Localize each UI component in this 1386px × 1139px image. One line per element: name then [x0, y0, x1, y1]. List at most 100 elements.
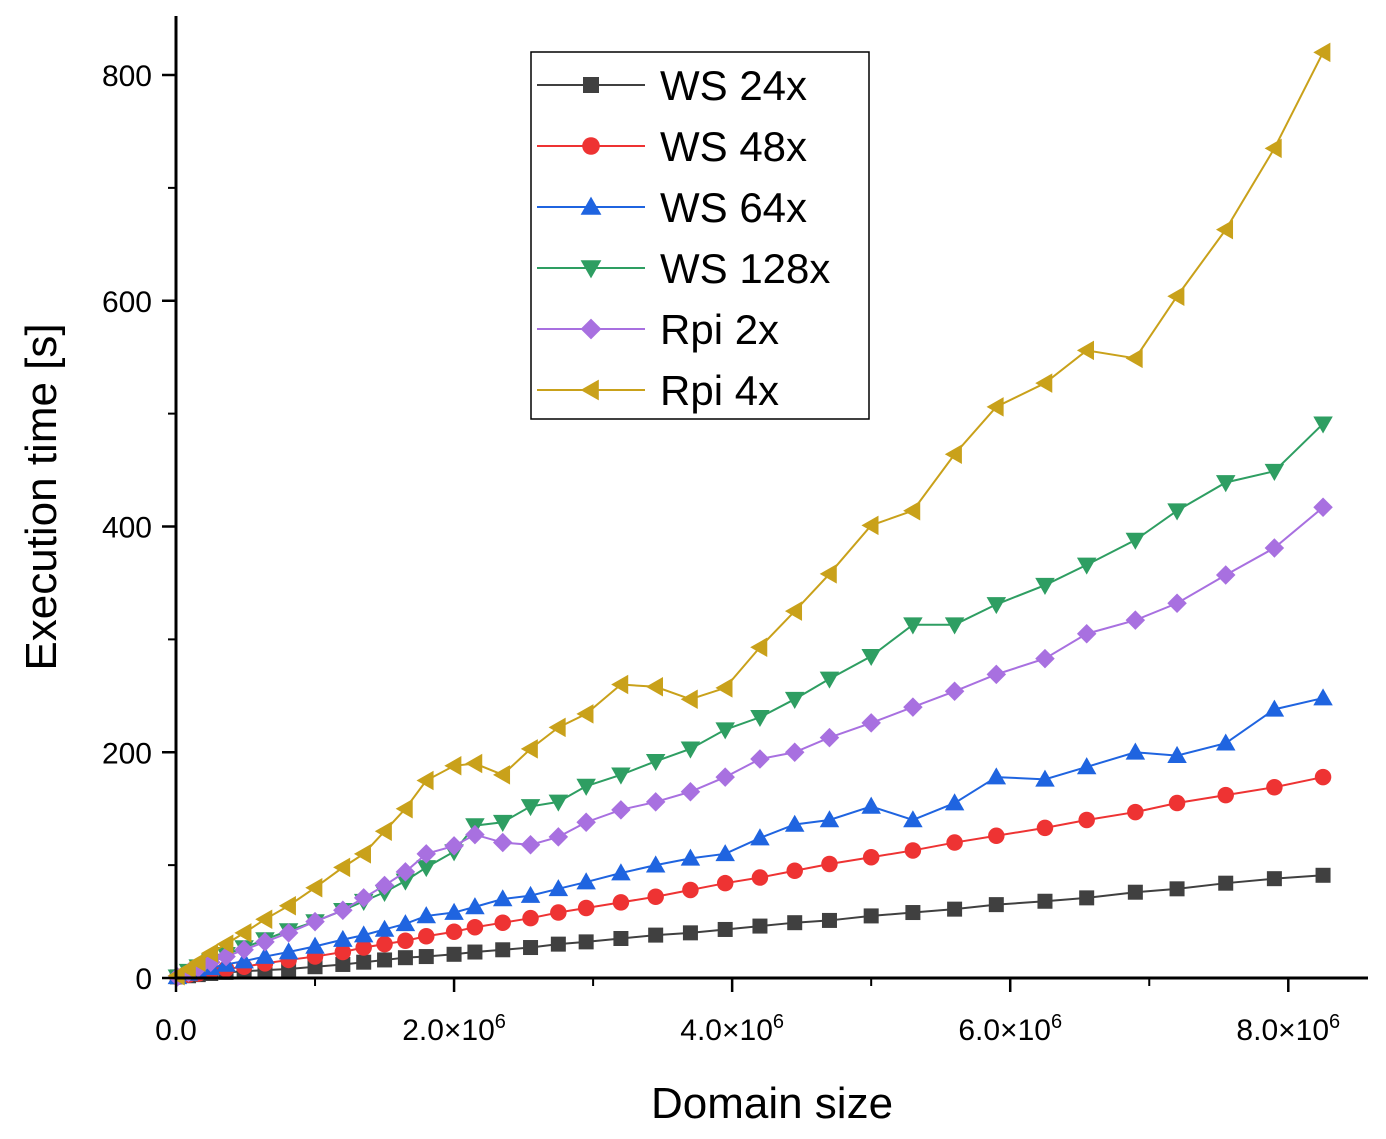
data-point: [1167, 503, 1187, 521]
data-point: [645, 753, 666, 772]
data-point: [648, 927, 664, 943]
data-point: [645, 677, 663, 697]
data-point: [1264, 699, 1285, 717]
data-point: [821, 855, 838, 873]
data-point: [492, 765, 511, 785]
data-point: [784, 601, 803, 621]
series-ws-64x: [167, 688, 1333, 985]
data-point: [1076, 757, 1097, 775]
data-point: [784, 742, 805, 762]
data-point: [611, 863, 631, 881]
data-point: [278, 896, 296, 916]
data-point: [234, 940, 254, 960]
data-point: [550, 936, 566, 952]
data-point: [397, 950, 413, 966]
data-point: [395, 914, 416, 932]
data-point: [645, 855, 666, 873]
data-point: [1035, 373, 1053, 393]
data-point: [576, 704, 594, 724]
data-point: [444, 756, 462, 776]
data-point: [819, 564, 837, 584]
data-point: [750, 828, 770, 846]
data-point: [717, 921, 733, 937]
legend-marker: [583, 77, 599, 93]
data-point: [523, 940, 539, 956]
data-point: [611, 800, 631, 820]
y-tick-label: 800: [102, 60, 152, 93]
y-tick-label: 600: [102, 286, 152, 319]
data-point: [752, 918, 768, 934]
data-point: [1169, 881, 1185, 897]
data-point: [784, 814, 805, 832]
data-point: [397, 932, 414, 950]
data-point: [1215, 219, 1234, 240]
data-point: [492, 889, 513, 907]
data-point: [750, 637, 768, 658]
data-point: [416, 860, 437, 878]
data-point: [1215, 565, 1236, 585]
data-point: [1313, 416, 1333, 434]
data-point: [335, 956, 351, 972]
data-point: [988, 897, 1004, 913]
series-ws-48x: [169, 768, 1332, 986]
y-axis-title: Execution time [s]: [17, 323, 66, 670]
data-point: [550, 904, 567, 921]
data-point: [1036, 819, 1054, 837]
x-ticks: 0.0 2.0×106 4.0×106 6.0×106 8.0×106: [155, 978, 1340, 1047]
data-point: [418, 949, 434, 965]
data-point: [861, 713, 881, 733]
data-point: [947, 901, 963, 917]
legend-marker: [580, 260, 602, 279]
data-point: [1313, 497, 1333, 518]
x-tick-label: 6.0×106: [958, 1011, 1062, 1047]
data-point: [715, 767, 735, 787]
data-point: [946, 834, 963, 851]
data-point: [178, 959, 196, 979]
data-point: [715, 678, 733, 698]
data-point: [374, 919, 395, 937]
data-point: [201, 943, 219, 963]
legend-marker: [580, 318, 602, 340]
series-rpi-4x: [167, 42, 1331, 986]
data-point: [988, 827, 1005, 845]
data-point: [495, 942, 511, 958]
data-point: [444, 836, 464, 856]
legend-label: WS 128x: [660, 245, 830, 292]
legend-marker: [582, 137, 600, 155]
data-point: [611, 767, 631, 785]
data-point: [255, 909, 273, 930]
data-point: [944, 793, 965, 811]
data-point: [467, 944, 483, 960]
series-ws-24x: [169, 867, 1331, 985]
data-point: [1167, 745, 1187, 763]
data-point: [986, 397, 1004, 417]
data-point: [418, 927, 435, 945]
data-point: [376, 935, 393, 953]
data-point: [466, 918, 484, 936]
data-point: [861, 515, 879, 536]
data-point: [1313, 42, 1331, 63]
data-point: [446, 946, 462, 962]
legend-label: Rpi 4x: [660, 367, 779, 414]
series-line: [177, 697, 1324, 978]
data-point: [680, 782, 701, 802]
data-point: [1127, 884, 1143, 900]
data-point: [576, 812, 596, 832]
data-point: [645, 792, 666, 812]
legend-box: [530, 51, 870, 420]
data-point: [861, 648, 881, 667]
series-rpi-2x: [167, 497, 1333, 987]
series-layer: [167, 42, 1333, 987]
data-point: [492, 832, 513, 853]
data-point: [680, 741, 701, 759]
data-point: [520, 799, 541, 817]
y-tick-label: 200: [102, 737, 152, 770]
data-point: [1127, 803, 1144, 821]
data-point: [682, 925, 698, 941]
legend-label: WS 24x: [660, 62, 807, 109]
data-point: [377, 952, 393, 968]
data-point: [548, 827, 569, 847]
data-point: [819, 727, 840, 748]
data-point: [465, 753, 483, 774]
data-point: [1035, 648, 1055, 669]
